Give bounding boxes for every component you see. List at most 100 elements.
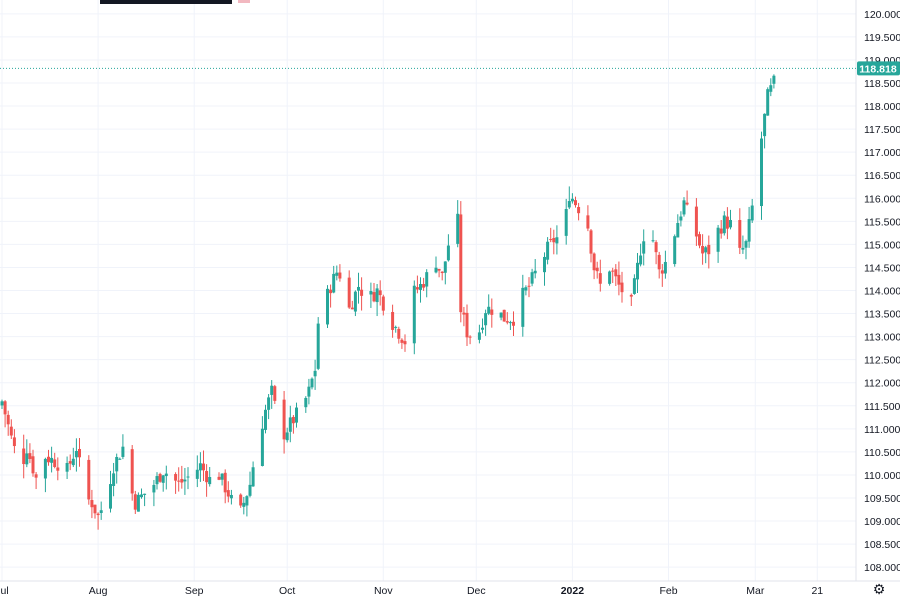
y-tick-label: 113.500 (864, 309, 900, 321)
candle-body (657, 254, 661, 270)
candle-body (425, 272, 429, 287)
candle-body (462, 312, 466, 315)
candle-body (437, 268, 441, 271)
candle-body (508, 322, 512, 324)
candle-body (443, 261, 447, 273)
candle-body (332, 273, 336, 293)
candle-body (282, 399, 286, 440)
candle-body (747, 219, 751, 242)
candle-body (217, 476, 221, 480)
candle-body (291, 416, 295, 424)
candle-body (226, 490, 230, 497)
candle-body (152, 484, 156, 493)
candle-body (357, 286, 360, 291)
y-tick-label: 116.500 (864, 170, 900, 182)
candle-body (533, 270, 537, 274)
grid-layer (0, 0, 856, 581)
y-axis[interactable]: 108.000 108.500 109.000 109.500 110.000 110.5… (855, 0, 900, 581)
candle-body (316, 323, 320, 369)
y-tick-label: 118.500 (864, 78, 900, 90)
candle-body (164, 473, 168, 477)
candle-body (313, 370, 317, 377)
x-tick-label: Jul (0, 585, 9, 597)
candle-body (564, 209, 568, 236)
candle-body (760, 138, 763, 207)
candle-body (446, 245, 450, 261)
candle-body (0, 401, 4, 406)
candle-body (629, 294, 633, 297)
candle-body (391, 311, 395, 330)
y-tick-label: 108.500 (864, 539, 900, 551)
settings-gear-icon[interactable]: ⚙ (872, 581, 886, 597)
x-tick-label: 2022 (561, 585, 585, 597)
candle-body (725, 216, 729, 229)
candle-body (459, 214, 463, 313)
candle-body (676, 222, 680, 238)
candle-body (763, 113, 767, 137)
y-tick-label: 113.000 (864, 332, 900, 344)
candle-body (704, 247, 708, 253)
y-tick-label: 110.500 (864, 447, 900, 459)
candle-body (570, 198, 574, 202)
candle-body (158, 473, 162, 482)
candle-body (567, 201, 571, 208)
candle-body (663, 261, 667, 274)
candle-body (304, 397, 308, 408)
candle-body (143, 493, 147, 495)
candle-body (96, 513, 100, 516)
candle-body (350, 307, 354, 310)
candle-body (654, 242, 658, 253)
last-price-badge[interactable] (857, 61, 900, 76)
candle-body (744, 241, 748, 248)
candle-body (750, 205, 754, 221)
candle-body (651, 240, 655, 242)
candle-body (477, 332, 481, 340)
candle-body (722, 215, 726, 234)
candle-body (608, 271, 612, 284)
candle-body (285, 432, 289, 441)
candle-body (25, 453, 29, 465)
candle-body (273, 386, 277, 401)
candle-body (685, 202, 689, 205)
candle-body (121, 446, 125, 457)
candle-body (71, 458, 75, 466)
y-tick-label: 114.500 (864, 262, 900, 274)
legend-symbol-box (100, 0, 232, 4)
candle-body (403, 341, 407, 345)
candle-body (56, 467, 60, 471)
candle-body (223, 472, 227, 493)
candle-body (530, 272, 534, 284)
candle-body (369, 291, 373, 295)
candle-body (186, 476, 190, 478)
candle-body (422, 284, 426, 288)
candle-body (521, 287, 525, 327)
candle-body (766, 89, 770, 116)
y-tick-label: 108.000 (864, 562, 900, 574)
candle-body (242, 502, 246, 507)
candle-body (400, 339, 404, 343)
candle-body (381, 296, 385, 311)
candle-body (620, 282, 624, 293)
candle-body (719, 228, 723, 234)
x-tick-label: Aug (89, 585, 108, 597)
y-tick-label: 118.000 (864, 101, 900, 113)
candle-body (512, 321, 515, 326)
candle-body (248, 484, 252, 496)
y-tick-label: 117.000 (864, 147, 900, 159)
candle-body (34, 474, 38, 478)
candle-body (87, 459, 91, 500)
candle-body (546, 241, 550, 260)
y-tick-label: 112.000 (864, 378, 900, 390)
candle-body (375, 288, 379, 303)
x-axis[interactable]: Jul Aug Sep Oct Nov Dec 2022 Feb Mar 21 (0, 580, 900, 597)
candle-body (617, 274, 621, 285)
candle-body (307, 386, 311, 397)
x-tick-label: Nov (374, 585, 393, 597)
candle-body (481, 327, 484, 330)
y-tick-label: 111.500 (864, 401, 900, 413)
candle-body (378, 290, 382, 296)
candle-body (202, 463, 205, 471)
candle-body (543, 256, 546, 273)
candle-body (589, 230, 593, 254)
